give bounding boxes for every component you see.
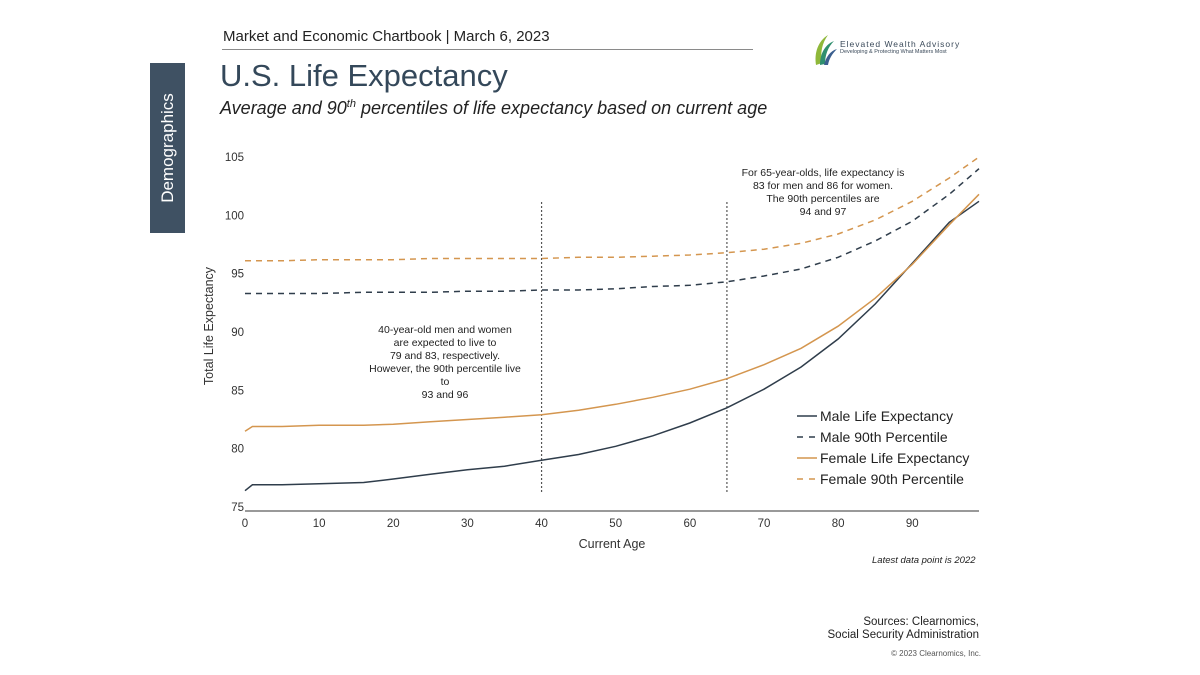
page-title: U.S. Life Expectancy (220, 58, 508, 93)
x-tick-label: 60 (683, 518, 696, 530)
annotation-age-40: 40-year-old men and women are expected t… (365, 324, 525, 402)
annotation-line: are expected to live to (393, 337, 497, 349)
section-tab: Demographics (150, 63, 185, 233)
latest-data-note: Latest data point is 2022 (872, 555, 976, 566)
series-line-3 (245, 156, 980, 262)
x-tick-label: 90 (906, 518, 919, 530)
y-tick-label: 95 (231, 269, 244, 281)
logo-tagline: Developing & Protecting What Matters Mos… (840, 49, 947, 55)
y-axis-label: Total Life Expectancy (202, 266, 216, 385)
legend-label-1: Male 90th Percentile (820, 429, 948, 445)
annotation-line: 79 and 83, respectively. (389, 350, 501, 362)
x-tick-label: 20 (387, 518, 400, 530)
series-line-2 (244, 193, 980, 432)
y-tick-label: 90 (231, 327, 244, 339)
y-tick-label: 100 (225, 210, 244, 222)
x-tick-label: 80 (832, 518, 845, 530)
x-tick-label: 40 (535, 518, 548, 530)
leaf-logo-icon (815, 35, 837, 65)
annotation-line: 83 for men and 86 for women. (752, 180, 894, 192)
header-divider (222, 49, 753, 50)
sources-line: Social Security Administration (827, 629, 979, 641)
x-tick-label: 0 (242, 518, 248, 530)
x-tick-label: 50 (609, 518, 622, 530)
legend-label-2: Female Life Expectancy (820, 450, 969, 466)
series-line-1 (245, 168, 980, 295)
x-axis-label: Current Age (579, 537, 646, 551)
legend-label-3: Female 90th Percentile (820, 471, 964, 487)
page-subtitle: Average and 90th percentiles of life exp… (220, 98, 767, 119)
sources-line: Sources: Clearnomics, (863, 616, 979, 628)
subtitle-sup: th (346, 98, 356, 110)
series-line-0 (244, 200, 980, 492)
logo-name: Elevated Wealth Advisory (840, 39, 961, 49)
annotation-line: The 90th percentiles are (766, 193, 880, 205)
annotation-age-65: For 65-year-olds, life expectancy is 83 … (738, 167, 908, 219)
chartbook-header: Market and Economic Chartbook | March 6,… (223, 28, 550, 45)
x-tick-label: 10 (313, 518, 326, 530)
x-tick-label: 70 (758, 518, 771, 530)
copyright: © 2023 Clearnomics, Inc. (891, 649, 981, 658)
sources: Sources: Clearnomics, Social Security Ad… (828, 616, 979, 642)
y-tick-label: 80 (231, 444, 244, 456)
annotation-line: For 65-year-olds, life expectancy is (741, 167, 905, 179)
subtitle-post: percentiles of life expectancy based on … (355, 98, 768, 118)
y-tick-label: 105 (225, 152, 244, 164)
company-logo: Elevated Wealth Advisory Developing & Pr… (812, 33, 972, 67)
y-tick-label: 85 (231, 385, 244, 397)
annotation-line: However, the 90th percentile live to (369, 363, 521, 388)
annotation-line: 93 and 96 (421, 389, 469, 401)
annotation-line: 40-year-old men and women (378, 324, 512, 336)
subtitle-pre: Average and 90 (220, 98, 347, 118)
annotation-line: 94 and 97 (799, 206, 847, 218)
x-tick-label: 30 (461, 518, 474, 530)
y-tick-label: 75 (231, 502, 244, 514)
legend-label-0: Male Life Expectancy (820, 408, 953, 424)
